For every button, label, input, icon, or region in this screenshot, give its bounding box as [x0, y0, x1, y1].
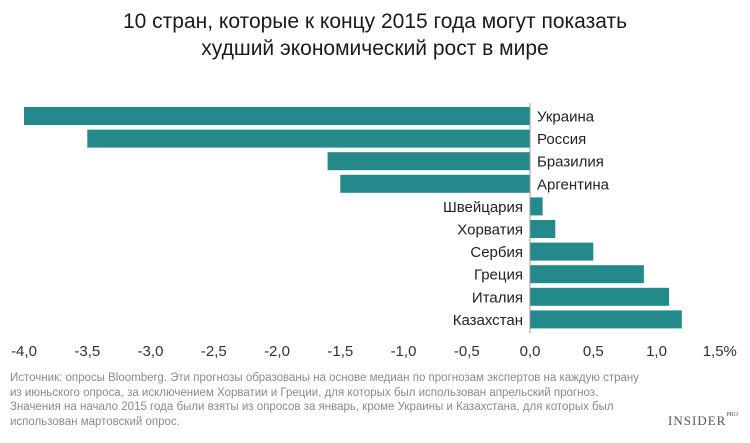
- category-label-9: Италия: [472, 289, 523, 306]
- x-tick-label-6: -1,5: [327, 343, 353, 360]
- category-label-1: Украина: [537, 109, 595, 126]
- x-axis-ticks: -4,0 -3,5 -3,0 -2,5 -2,0 -1,5 -1,0 -0,5 0,0 0,5 1,…: [11, 343, 737, 360]
- bar-10: [530, 310, 682, 329]
- footnote-line-1: Источник: опросы Bloomberg. Эти прогнозы…: [10, 372, 640, 384]
- x-tick-label-5: -2,0: [264, 343, 290, 360]
- chart-title: 10 стран, которые к концу 2015 года могу…: [0, 8, 750, 62]
- x-tick-label-12: 1,5%: [703, 343, 737, 360]
- category-label-3: Бразилия: [537, 154, 604, 171]
- bar-9: [530, 287, 670, 306]
- x-tick-label-10: 0,5: [583, 343, 604, 360]
- logo-text: INSIDER: [668, 413, 727, 428]
- insider-pro-logo: INSIDERPRO: [668, 412, 738, 429]
- logo-sup: PRO: [726, 412, 738, 418]
- x-tick-label-7: -1,0: [391, 343, 417, 360]
- x-tick-label-1: -4,0: [11, 343, 37, 360]
- bar-5: [530, 197, 543, 216]
- bar-6: [530, 220, 556, 238]
- category-label-4: Аргентина: [537, 176, 610, 193]
- footnote-line-2: из июньского опроса, за исключением Хорв…: [10, 386, 599, 399]
- category-labels: Украина Россия Бразилия Аргентина Швейцария Х…: [443, 109, 610, 329]
- category-label-2: Россия: [537, 131, 586, 148]
- x-tick-label-4: -2,5: [201, 343, 227, 360]
- footnote-line-3: Значения на начало 2015 года были взяты …: [10, 401, 614, 413]
- category-label-10: Казахстан: [453, 312, 523, 329]
- category-label-5: Швейцария: [443, 199, 523, 216]
- category-label-6: Хорватия: [457, 222, 523, 239]
- chart-title-line-1: 10 стран, которые к концу 2015 года могу…: [122, 10, 628, 33]
- category-label-7: Сербия: [470, 244, 523, 261]
- footnote-line-4: использован мартовский опрос.: [10, 415, 180, 428]
- chart-title-line-2: худший экономический рост в мире: [201, 37, 549, 60]
- category-label-8: Греция: [474, 267, 523, 284]
- bar-3: [327, 152, 530, 171]
- x-tick-label-2: -3,5: [74, 343, 100, 360]
- bar-1: [24, 107, 530, 125]
- bar-2: [87, 129, 531, 148]
- bar-8: [530, 265, 644, 284]
- x-tick-label-9: 0,0: [520, 343, 541, 360]
- x-tick-label-3: -3,0: [138, 343, 164, 360]
- source-footnote: Источник: опросы Bloomberg. Эти прогнозы…: [10, 371, 670, 429]
- bar-7: [530, 242, 594, 261]
- x-tick-label-8: -0,5: [454, 343, 480, 360]
- x-tick-label-11: 1,0: [646, 343, 667, 360]
- bar-4: [340, 174, 531, 193]
- bars-group: [24, 107, 682, 329]
